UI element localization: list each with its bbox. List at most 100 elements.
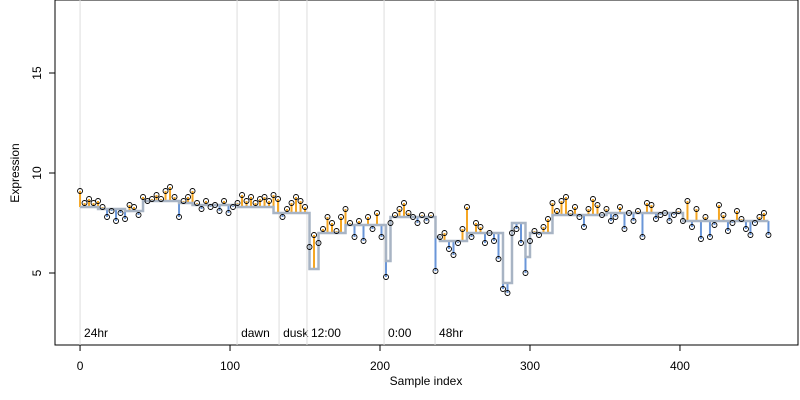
point — [707, 234, 713, 240]
point — [81, 200, 88, 206]
y-axis-label: Expression — [8, 143, 22, 202]
point — [135, 212, 142, 218]
point — [185, 194, 191, 200]
point — [684, 198, 691, 204]
point — [108, 208, 115, 214]
point — [581, 224, 587, 230]
point — [414, 220, 421, 226]
point — [540, 224, 547, 230]
point — [302, 204, 308, 210]
point — [216, 208, 223, 214]
point — [482, 240, 488, 246]
point — [248, 194, 254, 200]
point — [509, 230, 515, 236]
point — [311, 232, 317, 238]
point — [500, 286, 506, 292]
point — [441, 230, 448, 236]
point — [437, 234, 443, 240]
point — [761, 210, 767, 216]
y-tick-label: 5 — [30, 269, 44, 276]
point — [239, 192, 245, 198]
point — [594, 202, 601, 208]
point — [140, 194, 146, 200]
point — [293, 194, 299, 200]
plot-box — [54, 0, 799, 346]
event-label: 24hr — [84, 326, 108, 340]
point — [495, 256, 502, 262]
point — [635, 208, 641, 214]
point — [513, 226, 520, 232]
point — [653, 216, 659, 222]
point — [158, 196, 164, 202]
point — [315, 240, 322, 246]
point — [419, 212, 425, 218]
point — [522, 270, 529, 276]
point — [365, 214, 371, 220]
point — [698, 236, 704, 242]
point — [342, 206, 349, 212]
point — [374, 210, 380, 216]
event-label: 48hr — [439, 326, 463, 340]
point — [702, 214, 709, 220]
point — [536, 232, 542, 238]
point — [680, 218, 686, 224]
point — [117, 210, 124, 216]
point — [432, 268, 439, 274]
point — [428, 212, 434, 218]
point — [621, 226, 628, 232]
point — [275, 196, 281, 202]
point — [162, 188, 169, 194]
point — [171, 194, 178, 200]
point — [648, 202, 655, 208]
point — [230, 204, 236, 210]
y-tick-label: 10 — [30, 166, 44, 180]
point — [387, 220, 394, 226]
point — [693, 206, 700, 212]
point — [306, 244, 313, 250]
point — [95, 198, 101, 204]
point — [423, 218, 430, 224]
fitted-line — [80, 199, 769, 285]
point — [527, 238, 533, 244]
point — [356, 218, 362, 224]
point — [243, 198, 250, 204]
point — [149, 196, 155, 202]
point — [284, 206, 290, 212]
point — [131, 204, 137, 210]
point — [329, 220, 335, 226]
point — [351, 234, 358, 240]
event-label: dawn — [241, 326, 270, 340]
point — [662, 210, 668, 216]
point — [378, 234, 385, 240]
point — [288, 200, 295, 206]
point — [504, 290, 511, 296]
point — [716, 202, 722, 208]
x-tick-label: 200 — [370, 359, 390, 373]
point — [234, 200, 241, 206]
point — [410, 214, 416, 220]
point — [720, 212, 727, 218]
point — [617, 204, 623, 210]
point — [167, 184, 173, 190]
point — [675, 208, 682, 214]
point — [563, 194, 569, 200]
point — [752, 220, 758, 226]
point — [729, 220, 736, 226]
point — [671, 212, 677, 218]
point — [558, 198, 565, 204]
x-tick-label: 300 — [520, 359, 540, 373]
point — [194, 200, 200, 206]
point — [599, 212, 605, 218]
point — [266, 198, 272, 204]
point — [333, 228, 340, 234]
point — [585, 206, 592, 212]
point — [545, 216, 551, 222]
x-tick-label: 100 — [220, 359, 240, 373]
point — [612, 214, 619, 220]
point — [401, 200, 407, 206]
point — [549, 200, 556, 206]
point — [270, 192, 277, 198]
point — [603, 206, 610, 212]
point — [572, 204, 578, 210]
point — [324, 214, 331, 220]
